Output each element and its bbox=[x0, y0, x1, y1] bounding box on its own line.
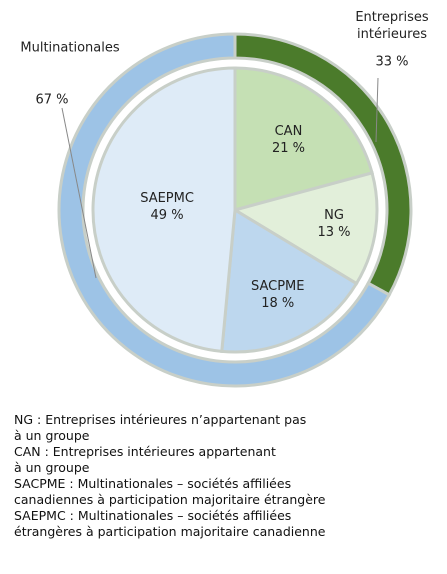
category-label: NG bbox=[324, 207, 344, 223]
category-label: Entreprises intérieures bbox=[355, 10, 429, 42]
inner-slice bbox=[91, 66, 237, 354]
category-label: SACPME bbox=[250, 278, 305, 294]
slice-label: CAN 21 % bbox=[272, 123, 305, 157]
inner-slice bbox=[231, 171, 379, 286]
value-label: 49 % bbox=[150, 207, 184, 223]
category-label: SAEPMC bbox=[140, 190, 194, 206]
value-label: 67 % bbox=[35, 92, 69, 108]
value-label: 18 % bbox=[261, 295, 295, 311]
inner-slice bbox=[233, 66, 374, 212]
leader-line bbox=[61, 107, 97, 279]
notes: NG : Entreprises intérieures n’appartena… bbox=[14, 412, 444, 540]
value-label: 21 % bbox=[271, 141, 305, 157]
slice-label: SACPME 18 % bbox=[251, 278, 305, 312]
category-label: CAN bbox=[274, 124, 303, 140]
value-label: 13 % bbox=[317, 224, 351, 240]
outer-slice bbox=[57, 32, 392, 388]
slice-label: NG 13 % bbox=[318, 207, 351, 241]
category-label: Multinationales bbox=[20, 40, 120, 56]
leader-line bbox=[375, 77, 379, 143]
slice-label: SAEPMC 49 % bbox=[140, 190, 194, 224]
note: SAEPMC : Multinationales – sociétés affi… bbox=[14, 508, 326, 539]
inner-slice bbox=[220, 207, 359, 354]
note: CAN : Entreprises intérieures appartenan… bbox=[14, 444, 276, 475]
value-label: 33 % bbox=[375, 54, 409, 70]
note: NG : Entreprises intérieures n’appartena… bbox=[14, 412, 307, 443]
chart bbox=[57, 32, 413, 388]
note: SACPME : Multinationales – sociétés affi… bbox=[14, 476, 326, 507]
